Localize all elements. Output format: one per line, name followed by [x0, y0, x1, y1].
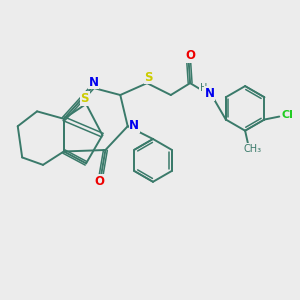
Text: O: O	[94, 175, 104, 188]
Text: N: N	[129, 119, 139, 132]
Text: N: N	[204, 87, 214, 100]
Text: H: H	[200, 82, 207, 93]
Text: N: N	[88, 76, 98, 89]
Text: O: O	[185, 49, 195, 62]
Text: S: S	[144, 71, 153, 84]
Text: Cl: Cl	[282, 110, 293, 120]
Text: S: S	[80, 92, 89, 105]
Text: CH₃: CH₃	[244, 143, 262, 154]
